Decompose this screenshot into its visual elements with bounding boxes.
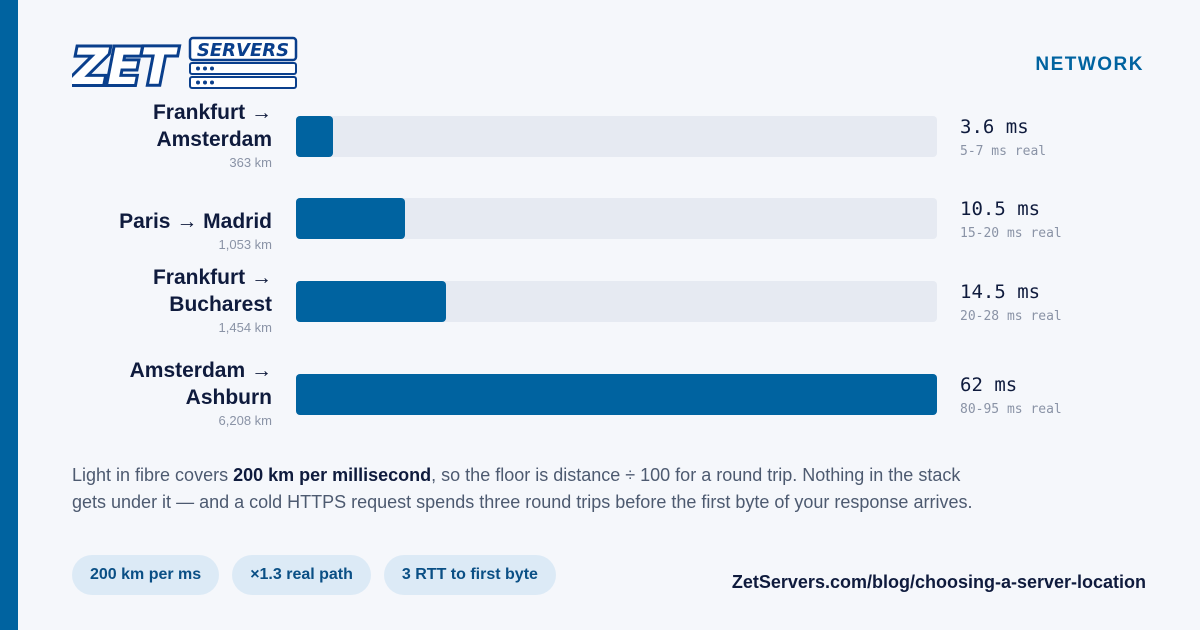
route-label: Frankfurt → Amsterdam xyxy=(72,99,272,153)
real-latency-range: 15-20 ms real xyxy=(960,226,1062,241)
latency-value: 14.5 ms xyxy=(960,281,1041,303)
note-part-1: Light in fibre covers xyxy=(72,465,234,485)
route-distance: 1,454 km xyxy=(218,320,272,335)
note-highlight: 200 km per millisecond xyxy=(233,465,432,485)
route-label: Frankfurt → Bucharest xyxy=(72,264,272,318)
note-part-2: , so the floor is distance ÷ 100 for a r… xyxy=(72,465,973,512)
real-latency-range: 80-95 ms real xyxy=(960,402,1062,417)
latency-bar xyxy=(296,280,446,322)
route-label: Paris → Madrid xyxy=(72,208,272,235)
route-label-line: Paris → Madrid xyxy=(119,210,272,233)
route-label-line: Amsterdam → xyxy=(129,359,272,382)
explanation-text: Light in fibre covers 200 km per millise… xyxy=(72,462,992,516)
route-label-line: Amsterdam xyxy=(156,128,272,151)
accent-bar xyxy=(0,0,18,630)
route-label-line: Ashburn xyxy=(185,386,272,409)
real-latency-range: 5-7 ms real xyxy=(960,144,1047,159)
latency-value: 3.6 ms xyxy=(960,116,1029,138)
route-label-line: Frankfurt → xyxy=(152,101,272,124)
route-distance: 6,208 km xyxy=(218,413,272,428)
zetservers-logo[interactable]: ZET SERVERS xyxy=(72,36,298,90)
section-label: NETWORK xyxy=(1035,54,1144,75)
route-label-line: Frankfurt → xyxy=(152,266,272,289)
bar-track xyxy=(296,115,937,157)
bar-track xyxy=(296,197,937,239)
latency-value: 62 ms xyxy=(960,374,1018,396)
bar-track xyxy=(296,373,937,415)
latency-bar xyxy=(296,373,937,415)
latency-bar-chart: Frankfurt → Amsterdam 363 km 3.6 ms 5-7 ms r… xyxy=(72,99,1062,428)
latency-bar xyxy=(296,115,334,157)
article-link[interactable]: ZetServers.com/blog/choosing-a-server-lo… xyxy=(731,572,1146,592)
latency-bar xyxy=(296,197,405,239)
route-label: Amsterdam → Ashburn xyxy=(72,357,272,411)
real-latency-range: 20-28 ms real xyxy=(960,309,1062,324)
svg-text:SERVERS: SERVERS xyxy=(197,40,289,61)
fact-chip: 200 km per ms xyxy=(72,555,220,595)
latency-value: 10.5 ms xyxy=(960,198,1041,220)
route-label-line: Bucharest xyxy=(169,293,272,316)
bar-track xyxy=(296,280,937,322)
svg-text:ZET: ZET xyxy=(72,38,178,90)
fact-chips: 200 km per ms ×1.3 real path 3 RTT to firs… xyxy=(72,555,556,595)
route-distance: 1,053 km xyxy=(218,237,272,252)
fact-chip: 3 RTT to first byte xyxy=(383,555,556,595)
fact-chip: ×1.3 real path xyxy=(232,555,371,595)
route-distance: 363 km xyxy=(229,155,272,170)
